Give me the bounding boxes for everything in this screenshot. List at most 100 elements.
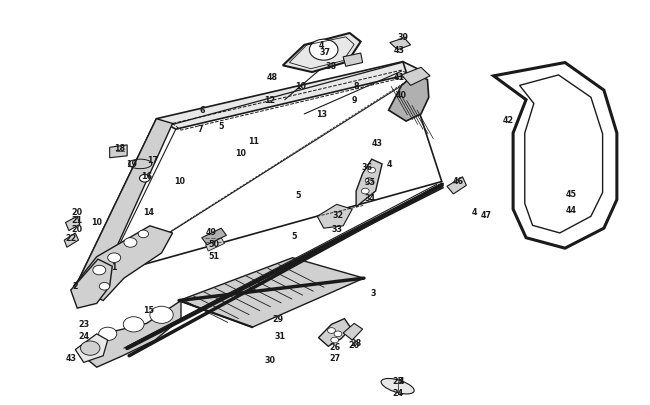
Text: 16: 16 [141, 172, 152, 181]
Text: 48: 48 [266, 73, 278, 82]
Polygon shape [493, 63, 617, 249]
Text: 20: 20 [72, 207, 83, 217]
Text: 20: 20 [348, 341, 359, 350]
Text: 18: 18 [114, 143, 125, 152]
Text: 42: 42 [502, 116, 514, 125]
Text: 31: 31 [274, 331, 285, 340]
Circle shape [368, 168, 376, 173]
Text: 28: 28 [350, 338, 362, 347]
Text: 24: 24 [78, 331, 89, 340]
Text: 11: 11 [248, 136, 259, 145]
Text: 50: 50 [208, 239, 219, 248]
Circle shape [124, 317, 144, 332]
Text: 15: 15 [143, 305, 154, 314]
Text: 49: 49 [206, 228, 217, 237]
Text: 33: 33 [332, 224, 342, 233]
Text: 24: 24 [392, 388, 403, 397]
Polygon shape [75, 334, 108, 362]
Polygon shape [318, 319, 351, 346]
Polygon shape [343, 324, 363, 340]
Polygon shape [283, 34, 361, 73]
Text: 43: 43 [393, 46, 404, 55]
Circle shape [124, 238, 137, 247]
Circle shape [331, 337, 339, 343]
Text: 19: 19 [126, 160, 137, 169]
Text: 10: 10 [235, 148, 246, 157]
Text: 43: 43 [371, 139, 382, 148]
Text: 6: 6 [199, 105, 205, 114]
Text: 20: 20 [72, 224, 83, 233]
Text: 5: 5 [218, 122, 224, 131]
Text: 3: 3 [371, 288, 376, 297]
Polygon shape [71, 260, 112, 308]
Polygon shape [77, 301, 181, 367]
Polygon shape [447, 177, 467, 194]
Text: 4: 4 [399, 376, 404, 385]
Text: 23: 23 [78, 319, 89, 328]
Polygon shape [343, 54, 363, 67]
Circle shape [140, 175, 150, 183]
Polygon shape [402, 68, 430, 86]
Text: 36: 36 [361, 162, 372, 171]
Circle shape [81, 341, 100, 356]
Polygon shape [157, 62, 422, 130]
Text: 43: 43 [65, 353, 76, 362]
Text: 4: 4 [319, 41, 324, 50]
Text: 4: 4 [471, 207, 477, 217]
Text: 25: 25 [392, 376, 403, 385]
Polygon shape [519, 76, 603, 233]
Text: 10: 10 [174, 177, 185, 185]
Text: 40: 40 [396, 91, 407, 100]
Text: 45: 45 [566, 190, 577, 199]
Text: 10: 10 [295, 82, 306, 91]
Text: 38: 38 [326, 62, 337, 71]
Text: 5: 5 [292, 231, 297, 240]
Polygon shape [73, 226, 173, 301]
Text: 51: 51 [208, 252, 219, 261]
Text: 13: 13 [317, 110, 327, 119]
Circle shape [99, 327, 117, 341]
Text: 46: 46 [452, 177, 463, 185]
Polygon shape [356, 160, 382, 207]
Circle shape [108, 253, 121, 263]
Text: 9: 9 [352, 96, 358, 105]
Circle shape [361, 189, 369, 194]
Text: 8: 8 [354, 82, 359, 91]
Circle shape [334, 331, 342, 337]
Text: 27: 27 [329, 353, 341, 362]
Text: 12: 12 [265, 96, 276, 105]
Text: 7: 7 [198, 124, 203, 133]
Text: 29: 29 [273, 314, 284, 323]
Polygon shape [389, 74, 429, 122]
Circle shape [150, 307, 173, 324]
Circle shape [99, 283, 110, 290]
Text: 1: 1 [111, 262, 117, 271]
Ellipse shape [381, 379, 414, 394]
Circle shape [328, 328, 335, 334]
Polygon shape [179, 258, 364, 327]
Text: 32: 32 [332, 211, 344, 220]
Circle shape [309, 40, 338, 61]
Circle shape [93, 266, 106, 275]
Text: 37: 37 [320, 47, 330, 56]
Polygon shape [77, 119, 173, 291]
Text: 10: 10 [91, 217, 102, 226]
Text: 14: 14 [143, 207, 154, 217]
Text: 21: 21 [72, 215, 83, 224]
Text: 34: 34 [365, 193, 376, 202]
Text: 4: 4 [387, 160, 393, 169]
Text: 39: 39 [397, 33, 408, 42]
Polygon shape [66, 217, 80, 231]
Polygon shape [64, 233, 79, 247]
Text: 22: 22 [65, 234, 76, 243]
Polygon shape [390, 39, 411, 51]
Polygon shape [202, 228, 226, 245]
Text: 2: 2 [72, 281, 78, 290]
Text: 5: 5 [295, 191, 300, 200]
Polygon shape [110, 145, 127, 158]
Text: 41: 41 [393, 73, 404, 82]
Text: 26: 26 [329, 342, 341, 351]
Polygon shape [317, 205, 352, 228]
Text: 35: 35 [365, 178, 376, 187]
Circle shape [138, 230, 149, 238]
